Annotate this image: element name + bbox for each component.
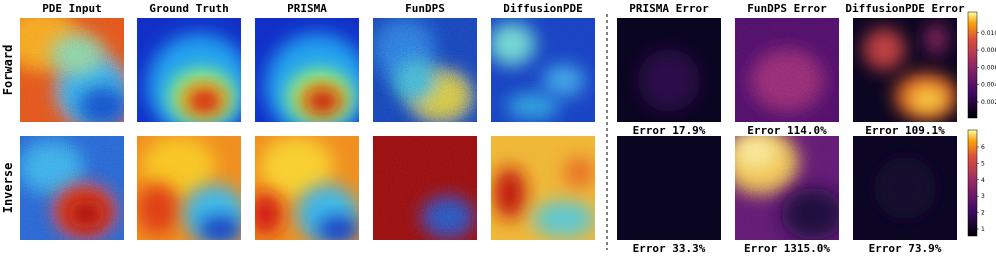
panel-blob: [317, 217, 359, 240]
error-label: Error 1315.0%: [744, 242, 830, 255]
image-panel: [255, 136, 359, 240]
column-title: PDE Input: [42, 2, 102, 15]
colorbar-tick-label: 0.010: [981, 30, 996, 37]
image-panel: [20, 136, 124, 240]
image-panel: [255, 18, 359, 122]
panel-blob: [186, 88, 223, 114]
colorbar: [967, 11, 978, 119]
panel-noise: [20, 18, 124, 122]
panel-noise: [735, 136, 839, 240]
error-label: Error 17.9%: [633, 124, 706, 137]
panel-blob: [142, 136, 216, 199]
panel-blob: [637, 49, 701, 112]
image-panel: [20, 18, 124, 122]
image-panel: [853, 136, 957, 240]
image-panel: [373, 136, 477, 240]
colorbar-tick-label: 3: [981, 193, 985, 200]
image-panel: [853, 18, 957, 122]
panel-blob: [255, 193, 281, 235]
error-label: Error 73.9%: [869, 242, 942, 255]
panel-blob: [260, 136, 333, 199]
column-title: DiffusionPDE: [503, 2, 582, 15]
colorbar-tick-label: 6: [981, 144, 985, 151]
image-panel: [491, 136, 595, 240]
panel-noise: [20, 136, 124, 240]
column-title: FunDPS Error: [747, 2, 827, 15]
image-panel: [491, 18, 595, 122]
image-panel: [137, 136, 241, 240]
panel-blob: [532, 200, 595, 238]
column-title: FunDPS: [405, 2, 445, 15]
image-panel: [735, 136, 839, 240]
colorbar-tick-label: 1: [981, 226, 985, 233]
error-label: Error 114.0%: [747, 124, 827, 137]
colorbar: [967, 129, 978, 237]
colorbar-tick-label: 2: [981, 210, 985, 217]
panel-noise: [853, 18, 957, 122]
image-panel: [617, 136, 721, 240]
image-panel: [735, 18, 839, 122]
panel-noise: [373, 18, 477, 122]
row-label: Forward: [1, 45, 15, 96]
panel-noise: [491, 18, 595, 122]
panel-blob: [494, 167, 526, 220]
panel-blob: [304, 88, 341, 114]
panel-blob: [137, 182, 179, 235]
colorbar-tick-label: 5: [981, 160, 985, 167]
colorbar-tick-label: 0.006: [981, 64, 996, 71]
colorbar-tick-label: 0.002: [981, 99, 996, 106]
panel-blob: [199, 217, 241, 240]
colorbar-tick-label: 0.008: [981, 47, 996, 54]
column-title: Ground Truth: [149, 2, 228, 15]
panel-noise: [373, 136, 477, 240]
panel-noise: [735, 18, 839, 122]
image-panel: [137, 18, 241, 122]
error-label: Error 109.1%: [865, 124, 945, 137]
panel-blob: [563, 156, 595, 188]
error-label: Error 33.3%: [633, 242, 706, 255]
colorbar-tick-label: 0.004: [981, 82, 996, 89]
column-title: PRISMA Error: [629, 2, 709, 15]
image-panel: [617, 18, 721, 122]
colorbar-tick-label: 4: [981, 177, 985, 184]
row-label: Inverse: [1, 163, 15, 214]
column-title: PRISMA: [287, 2, 327, 15]
panel-bg: [617, 136, 721, 240]
column-title: DiffusionPDE Error: [845, 2, 965, 15]
image-panel: [373, 18, 477, 122]
panel-blob: [873, 156, 937, 220]
